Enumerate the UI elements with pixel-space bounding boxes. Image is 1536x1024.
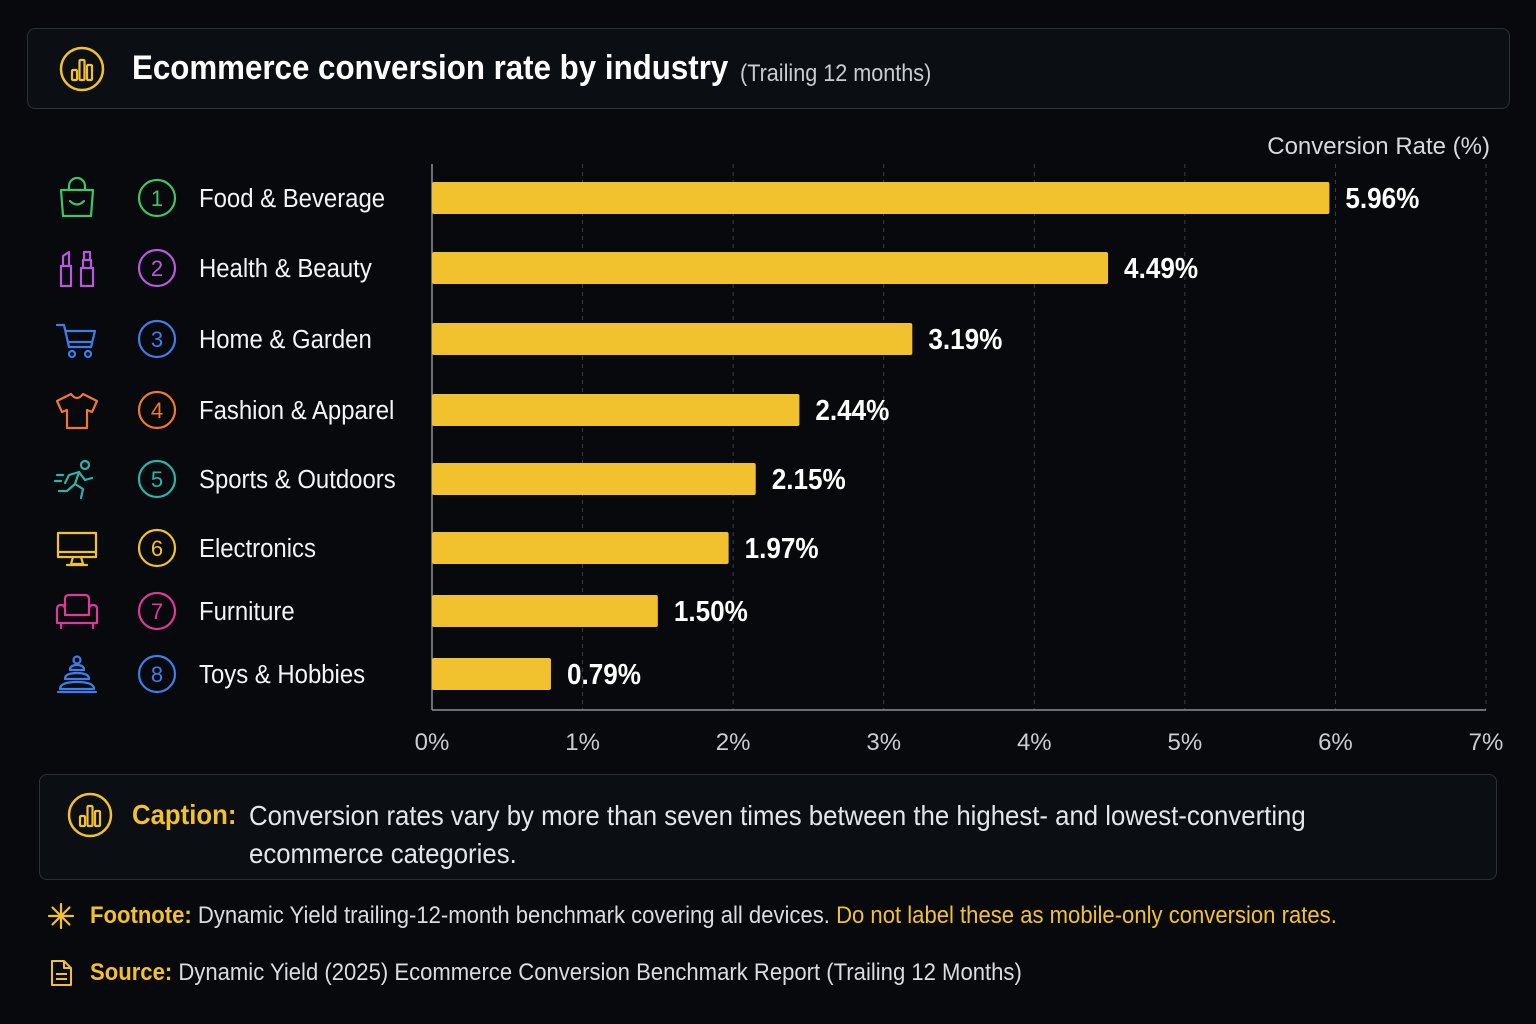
value-label: 3.19% xyxy=(928,323,1002,356)
x-tick-label: 7% xyxy=(1469,729,1504,756)
rank-number: 2 xyxy=(151,256,163,281)
source-label: Source: xyxy=(90,959,173,986)
chart-row: 2 Health & Beauty 4.49% xyxy=(59,248,1198,288)
value-label: 2.44% xyxy=(815,394,889,427)
bar xyxy=(432,658,551,690)
rank-badge: 2 xyxy=(137,248,177,288)
x-tick-label: 0% xyxy=(415,729,450,756)
caption-label: Caption: xyxy=(132,799,237,830)
x-tick-label: 3% xyxy=(866,729,901,756)
rank-badge: 3 xyxy=(137,319,177,359)
rank-badge: 6 xyxy=(137,528,177,568)
value-label: 2.15% xyxy=(772,463,846,496)
category-label: Fashion & Apparel xyxy=(199,396,394,425)
bar-chart: 1 Food & Beverage 5.96% 2 Health & Beauty 4.4… xyxy=(53,133,1504,756)
bar xyxy=(432,595,658,627)
footnote-label: Footnote: xyxy=(90,902,192,929)
rank-badge: 1 xyxy=(137,178,177,218)
stacking-toy-icon xyxy=(56,655,98,694)
asterisk-icon xyxy=(47,902,75,930)
title-panel: Ecommerce conversion rate by industry (T… xyxy=(27,28,1510,109)
x-tick-label: 6% xyxy=(1318,729,1353,756)
rank-badge: 7 xyxy=(137,591,177,631)
chart-row: 5 Sports & Outdoors 2.15% xyxy=(53,459,846,500)
source-text: Dynamic Yield (2025) Ecommerce Conversio… xyxy=(178,959,1022,986)
footnote-text: Dynamic Yield trailing-12-month benchmar… xyxy=(197,902,830,929)
chart-row: 8 Toys & Hobbies 0.79% xyxy=(56,654,641,694)
value-label: 0.79% xyxy=(567,658,641,691)
rank-number: 3 xyxy=(151,327,163,352)
x-tick-label: 1% xyxy=(565,729,600,756)
chart-subtitle: (Trailing 12 months) xyxy=(740,60,932,87)
chart-row: 6 Electronics 1.97% xyxy=(56,528,819,568)
category-label: Electronics xyxy=(199,534,316,563)
shopping-cart-icon xyxy=(55,323,97,359)
value-label: 4.49% xyxy=(1124,252,1198,285)
rank-badge: 8 xyxy=(137,654,177,694)
shopping-bag-icon xyxy=(59,176,95,218)
cosmetics-icon xyxy=(59,250,95,288)
value-label: 1.50% xyxy=(674,595,748,628)
bar xyxy=(432,532,729,564)
tshirt-icon xyxy=(55,392,99,430)
category-label: Toys & Hobbies xyxy=(199,660,365,689)
monitor-icon xyxy=(56,531,98,567)
category-label: Health & Beauty xyxy=(199,254,372,283)
category-label: Furniture xyxy=(199,597,295,626)
chart-row: 3 Home & Garden 3.19% xyxy=(55,319,1002,359)
rank-number: 1 xyxy=(151,186,163,211)
chart-row: 7 Furniture 1.50% xyxy=(55,591,748,631)
rank-number: 7 xyxy=(151,599,163,624)
value-label: 1.97% xyxy=(745,532,819,565)
bar-chart-icon xyxy=(59,46,105,92)
x-axis-label: Conversion Rate (%) xyxy=(1267,133,1490,160)
source: Source: Dynamic Yield (2025) Ecommerce C… xyxy=(46,956,1103,990)
document-icon xyxy=(51,960,72,986)
category-label: Food & Beverage xyxy=(199,184,385,213)
rank-badge: 5 xyxy=(137,459,177,499)
rank-number: 8 xyxy=(151,662,163,687)
rank-number: 5 xyxy=(151,467,163,492)
runner-icon xyxy=(53,459,94,500)
x-tick-label: 2% xyxy=(716,729,751,756)
armchair-icon xyxy=(55,593,99,630)
bar xyxy=(432,463,756,495)
footnote: Footnote: Dynamic Yield trailing-12-mont… xyxy=(46,899,1445,933)
bar xyxy=(432,182,1330,214)
category-label: Sports & Outdoors xyxy=(199,465,396,494)
bar xyxy=(432,252,1109,284)
chart-row: 4 Fashion & Apparel 2.44% xyxy=(55,390,889,430)
caption-text: Conversion rates vary by more than seven… xyxy=(249,800,1306,869)
footnote-warning: Do not label these as mobile-only conver… xyxy=(836,902,1337,929)
x-tick-label: 5% xyxy=(1168,729,1203,756)
chart-row: 1 Food & Beverage 5.96% xyxy=(59,176,1419,218)
category-label: Home & Garden xyxy=(199,325,372,354)
bar xyxy=(432,323,913,355)
rank-number: 4 xyxy=(151,398,163,423)
bar-chart-icon xyxy=(67,792,113,838)
bar xyxy=(432,394,800,426)
rank-number: 6 xyxy=(151,536,163,561)
rank-badge: 4 xyxy=(137,390,177,430)
chart-title: Ecommerce conversion rate by industry xyxy=(132,49,729,87)
x-tick-label: 4% xyxy=(1017,729,1052,756)
caption-panel: Caption: Conversion rates vary by more t… xyxy=(39,774,1497,880)
value-label: 5.96% xyxy=(1345,182,1419,215)
